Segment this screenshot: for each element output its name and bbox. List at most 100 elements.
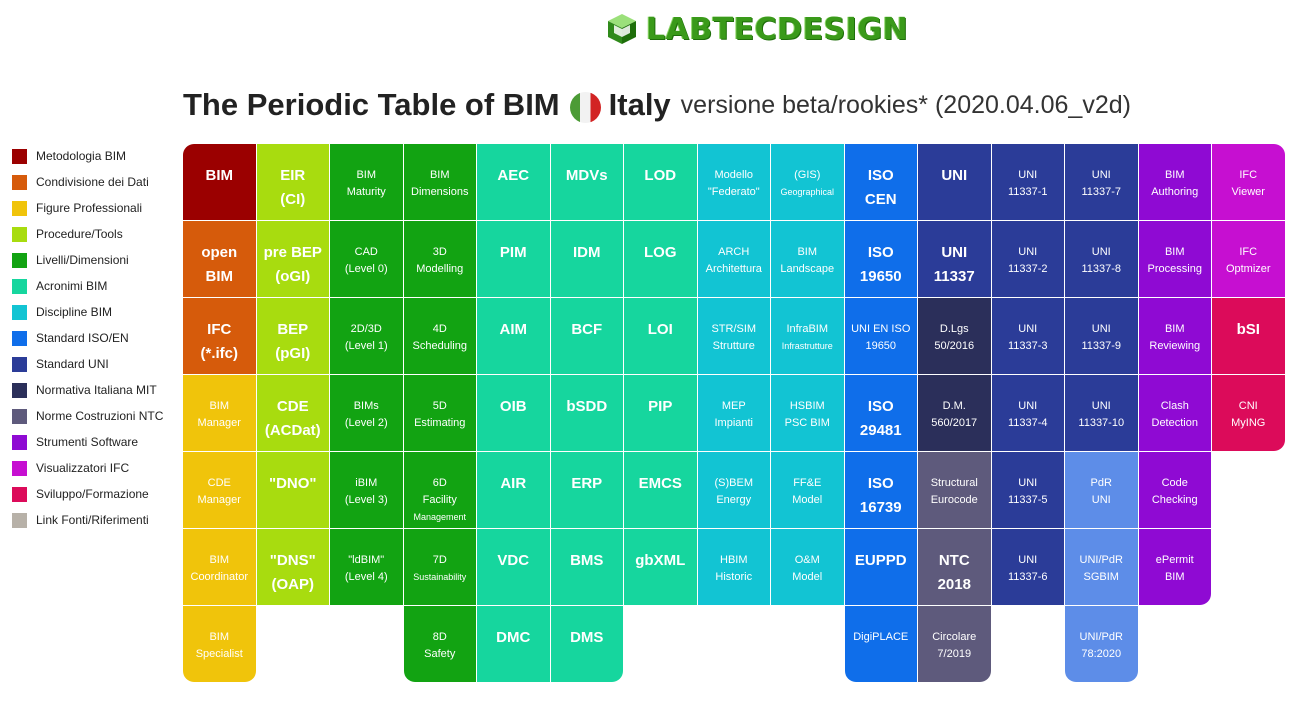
table-cell[interactable]: PIM: [477, 221, 550, 297]
table-cell[interactable]: Clash Detection: [1138, 375, 1211, 451]
table-cell[interactable]: BIM Specialist: [183, 606, 256, 682]
table-cell[interactable]: BIM Processing: [1138, 221, 1211, 297]
table-cell[interactable]: EUPPD: [844, 529, 917, 605]
legend-swatch: [12, 174, 27, 190]
table-cell[interactable]: UNI 11337-7: [1065, 144, 1138, 220]
table-cell[interactable]: UNI 11337-2: [991, 221, 1064, 297]
table-cell[interactable]: BIM: [183, 144, 256, 220]
table-cell[interactable]: BIM Coordinator: [183, 529, 256, 605]
table-cell[interactable]: DigiPLACE: [844, 606, 917, 682]
table-cell[interactable]: iBIM (Level 3): [330, 452, 403, 528]
table-cell[interactable]: ARCH Architettura: [697, 221, 770, 297]
table-cell[interactable]: BIM Maturity: [330, 144, 403, 220]
table-cell[interactable]: DMS: [550, 606, 623, 682]
table-cell[interactable]: BIM Reviewing: [1138, 298, 1211, 374]
table-cell[interactable]: 2D/3D (Level 1): [330, 298, 403, 374]
table-cell[interactable]: UNI 11337-10: [1065, 375, 1138, 451]
table-cell[interactable]: UNI EN ISO 19650: [844, 298, 917, 374]
table-cell[interactable]: HSBIM PSC BIM: [771, 375, 844, 451]
table-cell[interactable]: CAD (Level 0): [330, 221, 403, 297]
table-cell[interactable]: FF&E Model: [771, 452, 844, 528]
table-cell[interactable]: bSDD: [550, 375, 623, 451]
table-cell[interactable]: OIB: [477, 375, 550, 451]
table-cell[interactable]: LOD: [624, 144, 697, 220]
table-cell[interactable]: O&M Model: [771, 529, 844, 605]
table-cell[interactable]: MDVs: [550, 144, 623, 220]
table-cell[interactable]: LOG: [624, 221, 697, 297]
table-cell[interactable]: 3D Modelling: [403, 221, 476, 297]
table-cell[interactable]: D.M. 560/2017: [918, 375, 991, 451]
cell-label: EMCS: [638, 475, 682, 492]
table-cell[interactable]: 5D Estimating: [403, 375, 476, 451]
table-cell[interactable]: UNI/PdR SGBIM: [1065, 529, 1138, 605]
table-cell[interactable]: BMS: [550, 529, 623, 605]
table-cell[interactable]: D.Lgs 50/2016: [918, 298, 991, 374]
table-cell[interactable]: UNI 11337-9: [1065, 298, 1138, 374]
table-cell[interactable]: CDE (ACDat): [256, 375, 329, 451]
table-cell[interactable]: BIM Authoring: [1138, 144, 1211, 220]
table-cell[interactable]: ISO 19650: [844, 221, 917, 297]
table-cell[interactable]: BIM Manager: [183, 375, 256, 451]
table-cell[interactable]: CDE Manager: [183, 452, 256, 528]
table-cell[interactable]: ISO 16739: [844, 452, 917, 528]
table-cell[interactable]: UNI 11337-1: [991, 144, 1064, 220]
table-cell[interactable]: Code Checking: [1138, 452, 1211, 528]
table-cell[interactable]: 7D Sustainability: [403, 529, 476, 605]
table-cell[interactable]: 6D Facility Management: [403, 452, 476, 528]
table-cell[interactable]: pre BEP (oGI): [256, 221, 329, 297]
table-cell[interactable]: LOI: [624, 298, 697, 374]
table-cell[interactable]: STR/SIM Strutture: [697, 298, 770, 374]
table-cell[interactable]: VDC: [477, 529, 550, 605]
table-cell[interactable]: (GIS) Geographical: [771, 144, 844, 220]
table-cell[interactable]: UNI 11337-4: [991, 375, 1064, 451]
legend-swatch: [12, 278, 27, 294]
cell-sublabel: 19650: [859, 268, 902, 285]
table-cell[interactable]: BIMs (Level 2): [330, 375, 403, 451]
table-cell[interactable]: bSI: [1212, 298, 1285, 374]
table-cell[interactable]: ERP: [550, 452, 623, 528]
table-cell[interactable]: NTC 2018: [918, 529, 991, 605]
table-cell[interactable]: MEP Impianti: [697, 375, 770, 451]
table-cell[interactable]: ePermit BIM: [1138, 529, 1211, 605]
table-cell[interactable]: IDM: [550, 221, 623, 297]
table-cell[interactable]: BIM Landscape: [771, 221, 844, 297]
table-cell[interactable]: IFC Viewer: [1212, 144, 1285, 220]
table-cell[interactable]: Modello "Federato": [697, 144, 770, 220]
table-cell[interactable]: UNI 11337: [918, 221, 991, 297]
table-cell[interactable]: "ldBIM" (Level 4): [330, 529, 403, 605]
legend-label: Procedure/Tools: [36, 227, 123, 241]
table-cell[interactable]: ISO CEN: [844, 144, 917, 220]
table-cell[interactable]: EMCS: [624, 452, 697, 528]
table-cell[interactable]: 4D Scheduling: [403, 298, 476, 374]
table-cell[interactable]: UNI 11337-6: [991, 529, 1064, 605]
table-cell[interactable]: HBIM Historic: [697, 529, 770, 605]
table-cell[interactable]: PIP: [624, 375, 697, 451]
table-cell[interactable]: BCF: [550, 298, 623, 374]
table-cell[interactable]: "DNO": [256, 452, 329, 528]
table-cell[interactable]: 8D Safety: [403, 606, 476, 682]
table-cell[interactable]: UNI 11337-5: [991, 452, 1064, 528]
table-cell[interactable]: Circolare 7/2019: [918, 606, 991, 682]
table-cell[interactable]: PdR UNI: [1065, 452, 1138, 528]
table-cell[interactable]: AEC: [477, 144, 550, 220]
table-cell[interactable]: Structural Eurocode: [918, 452, 991, 528]
table-cell[interactable]: InfraBIM Infrastrutture: [771, 298, 844, 374]
table-cell[interactable]: BEP (pGI): [256, 298, 329, 374]
table-cell[interactable]: BIM Dimensions: [403, 144, 476, 220]
table-cell[interactable]: open BIM: [183, 221, 256, 297]
table-cell[interactable]: AIR: [477, 452, 550, 528]
table-cell[interactable]: UNI 11337-8: [1065, 221, 1138, 297]
table-cell[interactable]: IFC (*.ifc): [183, 298, 256, 374]
table-cell[interactable]: EIR (CI): [256, 144, 329, 220]
table-cell[interactable]: gbXML: [624, 529, 697, 605]
table-cell[interactable]: IFC Optmizer: [1212, 221, 1285, 297]
table-cell[interactable]: UNI/PdR 78:2020: [1065, 606, 1138, 682]
table-cell[interactable]: ISO 29481: [844, 375, 917, 451]
table-cell[interactable]: UNI: [918, 144, 991, 220]
table-cell[interactable]: DMC: [477, 606, 550, 682]
table-cell[interactable]: UNI 11337-3: [991, 298, 1064, 374]
table-cell[interactable]: AIM: [477, 298, 550, 374]
table-cell[interactable]: CNI MyING: [1212, 375, 1285, 451]
table-cell[interactable]: (S)BEM Energy: [697, 452, 770, 528]
table-cell[interactable]: "DNS" (OAP): [256, 529, 329, 605]
